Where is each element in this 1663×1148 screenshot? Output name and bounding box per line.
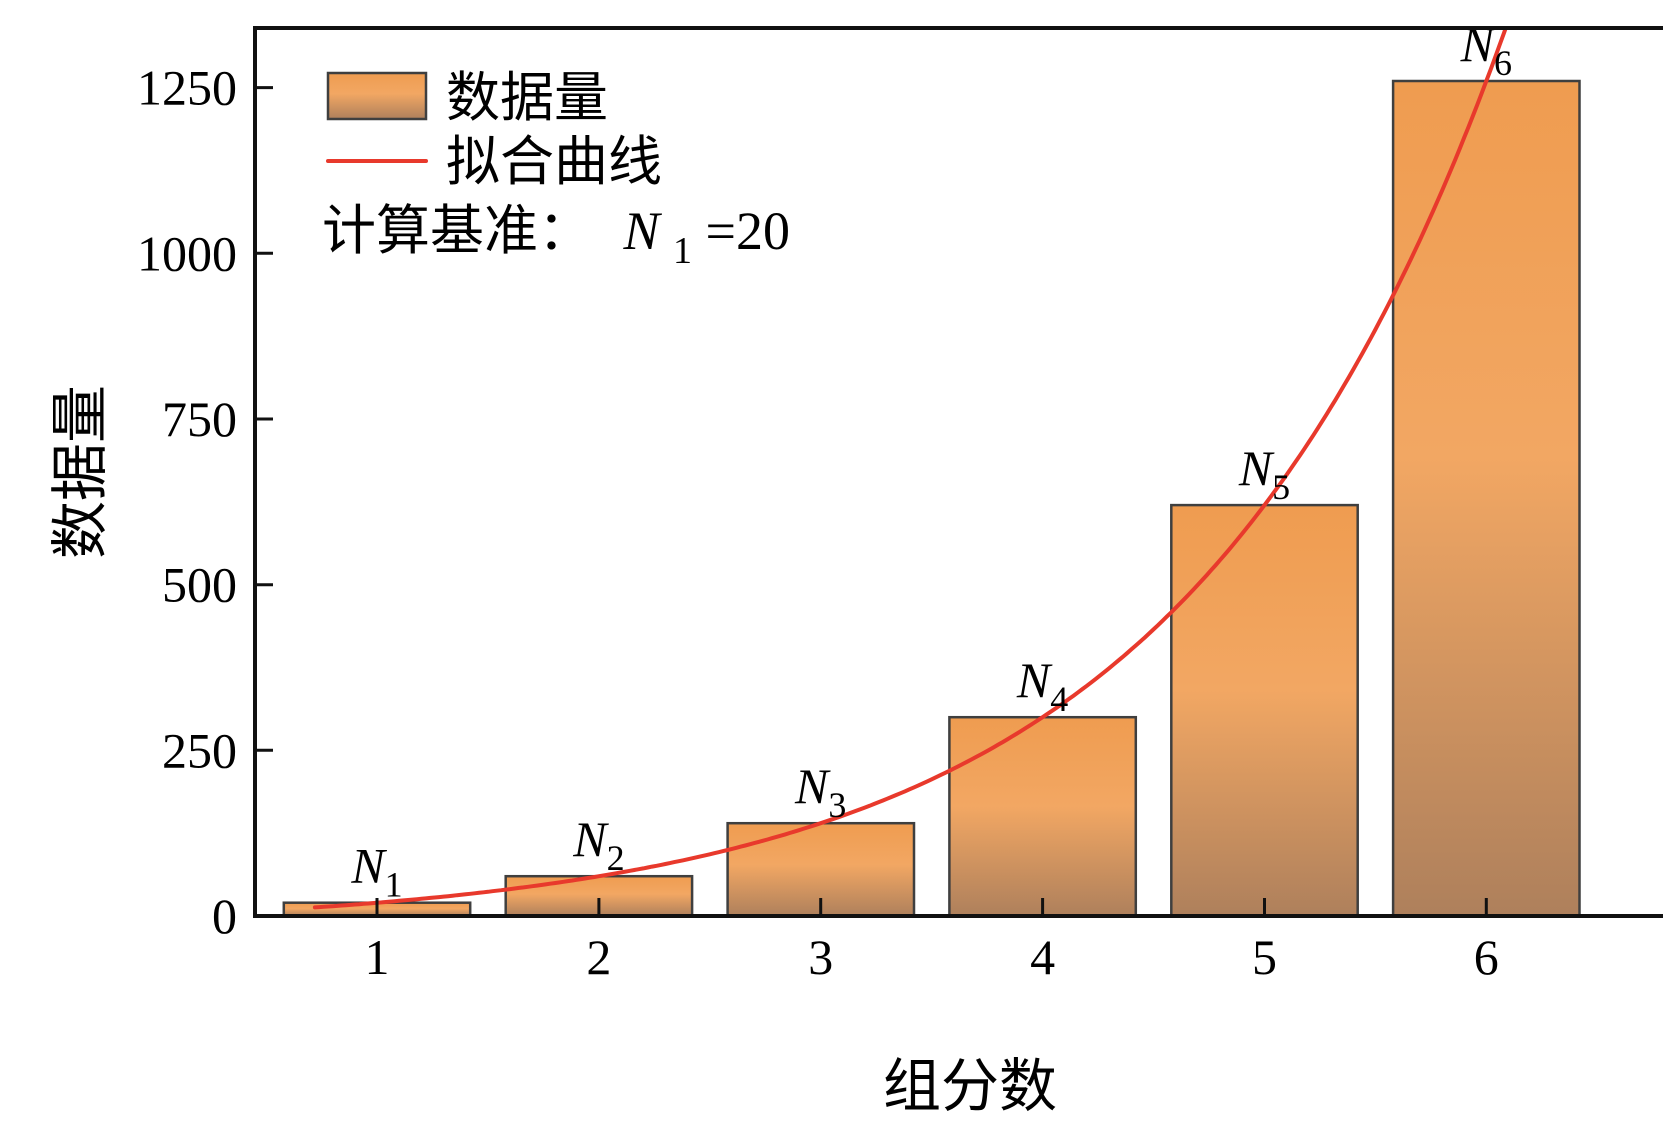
- x-tick-label: 4: [1030, 929, 1055, 985]
- y-axis-label: 数据量: [48, 385, 113, 559]
- plot-frame: [253, 26, 1663, 918]
- bar-label: N1: [350, 838, 402, 905]
- legend-bar-label: 数据量: [446, 68, 608, 128]
- bar-labels-layer: N1 N2 N3 N4 N5 N6: [350, 16, 1512, 905]
- legend-bar-swatch: [326, 71, 428, 121]
- y-tick-label: 500: [162, 557, 237, 613]
- x-tick-label: 3: [808, 929, 833, 985]
- legend-annotation: 计算基准： N 1 =20: [322, 201, 790, 275]
- x-tick-label: 5: [1252, 929, 1277, 985]
- annotation-var-sub: 1: [673, 230, 692, 272]
- legend-curve-label: 拟合曲线: [446, 132, 662, 192]
- y-tick-label: 0: [212, 888, 237, 944]
- bar-label: N5: [1238, 440, 1290, 507]
- x-axis-label: 组分数: [883, 1054, 1057, 1119]
- fit-curve-line: [312, 28, 1508, 910]
- annotation-suffix: =20: [706, 201, 790, 261]
- bar-label: N2: [572, 811, 624, 878]
- x-tick-label: 6: [1474, 929, 1499, 985]
- bar: [948, 715, 1138, 918]
- y-tick-label: 1000: [137, 225, 237, 281]
- annotation-var: N: [623, 201, 663, 261]
- bar-label: N3: [794, 758, 846, 825]
- bar: [1170, 503, 1359, 918]
- bar-label: N6: [1460, 16, 1512, 83]
- x-tick-label: 2: [586, 929, 611, 985]
- x-tick-label: 1: [365, 929, 390, 985]
- bar-chart-figure: N1 N2 N3 N4 N5 N6 0 250 500 750 1000 1250 1 2 3 4 5 6 组分…: [40, 16, 1663, 1132]
- legend: 数据量 拟合曲线 计算基准： N 1 =20: [322, 68, 790, 275]
- y-tick-label: 1250: [137, 60, 237, 116]
- y-tick-label: 250: [162, 722, 237, 778]
- y-tick-label: 750: [162, 391, 237, 447]
- bar: [1391, 79, 1581, 918]
- bar-label: N4: [1016, 652, 1068, 719]
- annotation-prefix: 计算基准：: [322, 201, 592, 261]
- ticks-layer: 0 250 500 750 1000 1250 1 2 3 4 5 6: [137, 60, 1499, 985]
